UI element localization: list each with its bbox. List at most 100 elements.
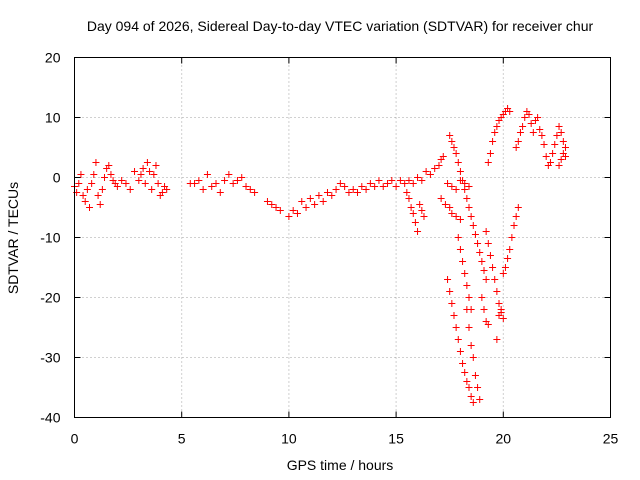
data-point [152,162,160,169]
data-point [471,372,479,379]
data-point [465,183,473,190]
data-point [203,171,211,178]
data-point [465,294,473,301]
data-point [474,240,482,247]
data-point [452,324,460,331]
data-point [467,393,475,400]
data-point [444,180,452,187]
data-point [148,186,156,193]
data-point [448,210,456,217]
data-point [105,162,113,169]
data-point [375,177,383,184]
data-point [146,168,154,175]
data-point [276,207,284,214]
x-tick-label: 25 [603,431,619,447]
data-point [465,204,473,211]
data-point [456,348,464,355]
data-point [459,258,467,265]
data-point [495,300,503,307]
data-point [441,201,449,208]
data-point [561,144,569,151]
data-point [484,159,492,166]
data-point [471,231,479,238]
data-point [512,144,520,151]
data-point [289,207,297,214]
data-point [439,153,447,160]
data-point [107,171,115,178]
data-point [158,189,166,196]
data-point [454,234,462,241]
data-point [450,144,458,151]
data-point [452,213,460,220]
data-point [323,189,331,196]
data-point [225,171,233,178]
data-point [489,264,497,271]
data-point [555,123,563,130]
data-point [549,150,557,157]
data-point [461,369,469,376]
data-point [516,129,524,136]
data-point [454,159,462,166]
data-point [542,153,550,160]
data-point [195,177,203,184]
data-point [553,132,561,139]
data-point [384,180,392,187]
data-point [154,180,162,187]
data-point [332,186,340,193]
data-point [459,177,467,184]
data-point [118,177,126,184]
data-point [221,177,229,184]
data-point [489,138,497,145]
data-point [497,309,505,316]
data-point [150,171,158,178]
data-point [478,294,486,301]
data-point [418,207,426,214]
data-point [521,114,529,121]
data-point [319,198,327,205]
data-point [77,171,85,178]
data-point [454,336,462,343]
data-point [467,213,475,220]
data-point [422,168,430,175]
data-point [426,171,434,178]
data-point [358,183,366,190]
data-point [396,177,404,184]
data-point [476,249,484,256]
data-point [409,210,417,217]
data-point [191,180,199,187]
data-point [345,189,353,196]
data-point [463,378,471,385]
data-point [411,219,419,226]
data-point [491,129,499,136]
data-point [403,189,411,196]
data-point [362,186,370,193]
data-point [461,270,469,277]
data-point [463,195,471,202]
data-point [81,198,89,205]
data-point [285,213,293,220]
data-point [101,174,109,181]
data-point [450,312,458,319]
data-point [143,159,151,166]
data-point [463,306,471,313]
data-point [435,162,443,169]
data-point [379,183,387,190]
data-point [456,168,464,175]
data-point [302,204,310,211]
data-point [75,180,83,187]
data-point [88,180,96,187]
data-point [431,165,439,172]
y-axis-label: SDTVAR / TECUs [5,182,21,294]
data-point [420,213,428,220]
data-point [469,399,477,406]
data-point [407,204,415,211]
data-point [493,288,501,295]
data-point [484,321,492,328]
data-point [298,198,306,205]
data-point [293,210,301,217]
data-point [251,189,259,196]
data-point [559,138,567,145]
data-point [131,168,139,175]
data-point [546,159,554,166]
